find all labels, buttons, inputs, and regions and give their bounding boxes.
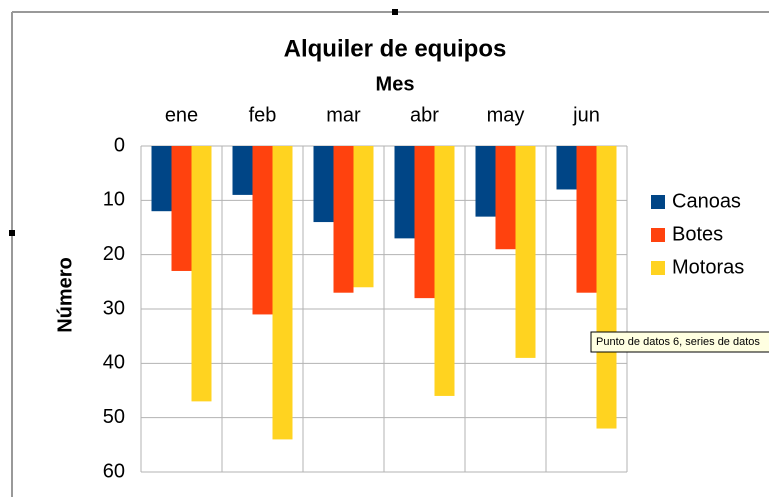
y-tick-label: 40 bbox=[103, 352, 125, 374]
legend-swatch bbox=[651, 195, 665, 209]
bar bbox=[556, 146, 577, 190]
y-tick-label: 20 bbox=[103, 243, 125, 265]
bar bbox=[475, 146, 496, 217]
bar bbox=[515, 146, 536, 358]
x-tick-label: abr bbox=[410, 104, 439, 126]
legend-swatch bbox=[651, 228, 665, 242]
tooltip: Punto de datos 6, series de datos bbox=[590, 331, 769, 353]
bar bbox=[191, 146, 212, 402]
x-tick-label: jun bbox=[572, 104, 600, 126]
chart-title: Alquiler de equipos bbox=[284, 35, 507, 62]
bar bbox=[333, 146, 354, 293]
x-tick-label: may bbox=[487, 104, 525, 126]
handle bbox=[392, 9, 398, 15]
bar bbox=[353, 146, 374, 288]
x-tick-label: feb bbox=[249, 104, 277, 126]
bar bbox=[313, 146, 334, 223]
bar bbox=[232, 146, 253, 195]
tooltip-box bbox=[590, 331, 769, 353]
bar bbox=[596, 146, 617, 429]
legend-label: Botes bbox=[672, 223, 723, 245]
legend-swatch bbox=[651, 261, 665, 275]
x-tick-label: ene bbox=[165, 104, 198, 126]
bar bbox=[272, 146, 293, 440]
legend-label: Canoas bbox=[672, 190, 741, 212]
bar bbox=[394, 146, 415, 239]
bar bbox=[576, 146, 597, 293]
y-tick-label: 60 bbox=[103, 460, 125, 482]
bar bbox=[252, 146, 273, 315]
y-tick-label: 10 bbox=[103, 189, 125, 211]
bar bbox=[151, 146, 172, 212]
tooltip-text: Punto de datos 6, series de datos bbox=[596, 336, 760, 348]
y-tick-label: 30 bbox=[103, 297, 125, 319]
handle bbox=[9, 230, 15, 236]
x-tick-label: mar bbox=[326, 104, 361, 126]
bar bbox=[434, 146, 455, 396]
x-axis-label: Mes bbox=[376, 73, 415, 95]
y-tick-label: 0 bbox=[114, 134, 125, 156]
bar bbox=[171, 146, 192, 271]
y-tick-label: 50 bbox=[103, 406, 125, 428]
bar bbox=[495, 146, 516, 250]
y-axis-label: Número bbox=[54, 257, 76, 333]
bar bbox=[414, 146, 435, 299]
legend-label: Motoras bbox=[672, 256, 744, 278]
